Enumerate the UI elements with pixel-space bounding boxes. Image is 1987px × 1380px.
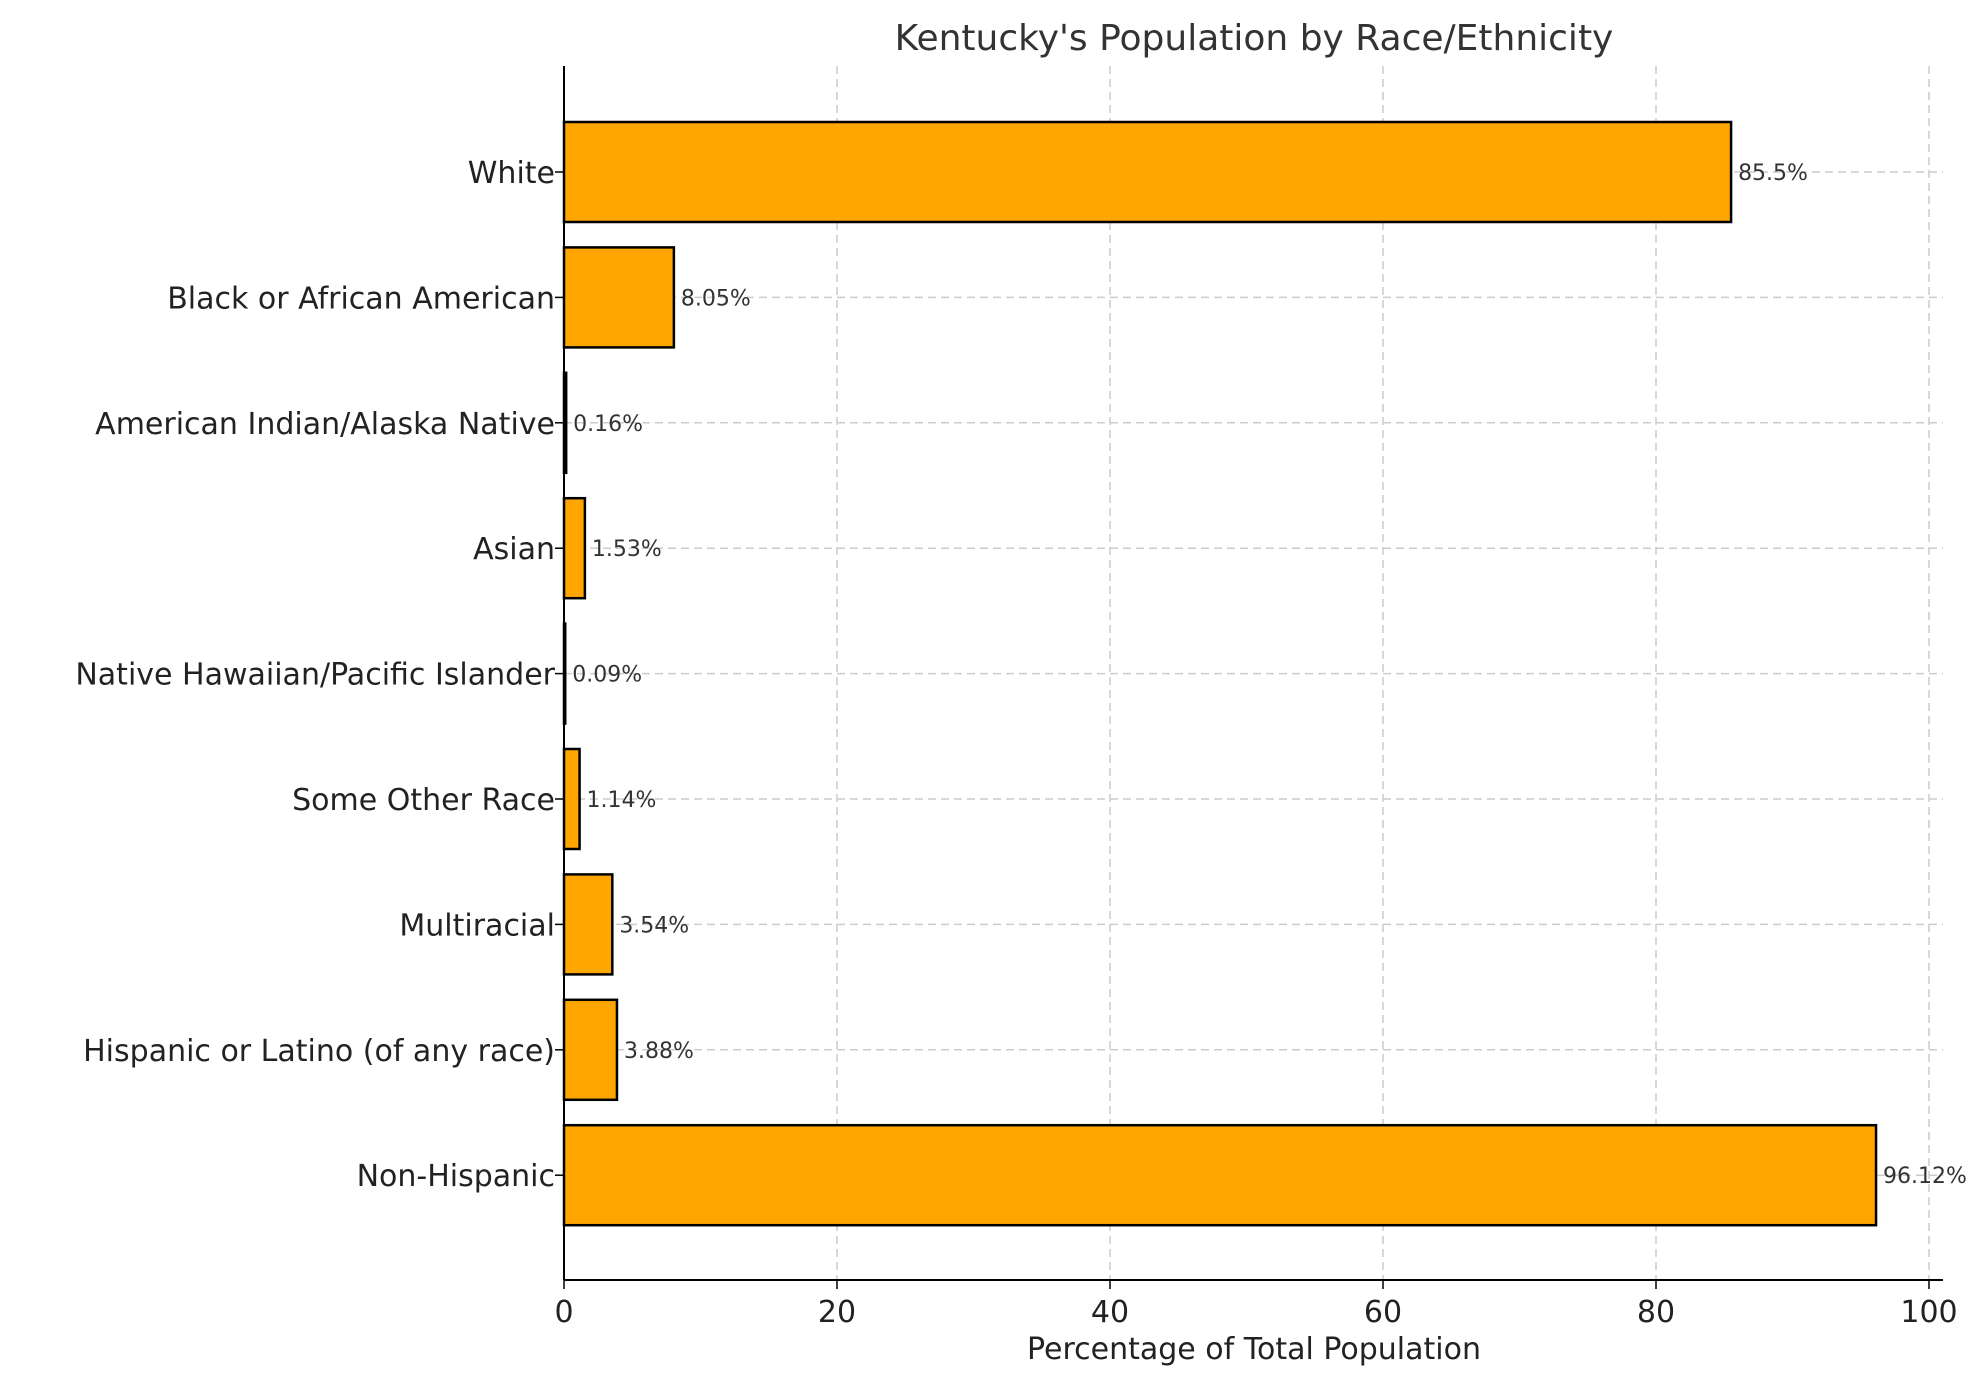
x-tick-label: 60	[1364, 1295, 1402, 1330]
x-tick-label: 100	[1900, 1295, 1957, 1330]
data-label: 85.5%	[1738, 161, 1808, 186]
y-tick-label: American Indian/Alaska Native	[95, 407, 555, 442]
data-label: 96.12%	[1883, 1164, 1967, 1189]
bar	[562, 496, 587, 600]
y-tick-labels: White Black or African American American I…	[75, 156, 564, 1194]
x-tick-label: 40	[1091, 1295, 1129, 1330]
data-label: 3.54%	[619, 913, 689, 938]
chart-title: Kentucky's Population by Race/Ethnicity	[895, 18, 1614, 59]
data-label: 8.05%	[681, 286, 751, 311]
x-tick-label: 0	[554, 1295, 573, 1330]
x-ticks: 0 20 40 60 80 100	[554, 1280, 1958, 1330]
data-label: 1.53%	[592, 537, 662, 562]
bar	[562, 998, 619, 1102]
y-tick-label: Asian	[473, 532, 555, 567]
bar	[562, 873, 614, 976]
y-tick-label: Non-Hispanic	[357, 1159, 555, 1194]
data-label: 1.14%	[587, 788, 657, 813]
data-label: 0.16%	[573, 412, 643, 437]
data-label: 3.88%	[624, 1039, 694, 1064]
data-label: 0.09%	[572, 663, 642, 688]
y-tick-label: Multiracial	[399, 908, 555, 943]
y-tick-label: Black or African American	[167, 281, 555, 316]
x-tick-label: 20	[818, 1295, 856, 1330]
x-axis-label: Percentage of Total Population	[1027, 1332, 1481, 1367]
y-tick-label: Native Hawaiian/Pacific Islander	[75, 658, 555, 693]
y-tick-label: Some Other Race	[292, 783, 555, 818]
y-tick-label: White	[468, 156, 555, 191]
y-tick-label: Hispanic or Latino (of any race)	[83, 1034, 555, 1069]
bar	[562, 120, 1733, 224]
x-tick-label: 80	[1637, 1295, 1675, 1330]
bar	[562, 747, 581, 851]
bar	[562, 246, 676, 349]
grid	[563, 66, 1943, 1280]
bar	[562, 1123, 1878, 1227]
